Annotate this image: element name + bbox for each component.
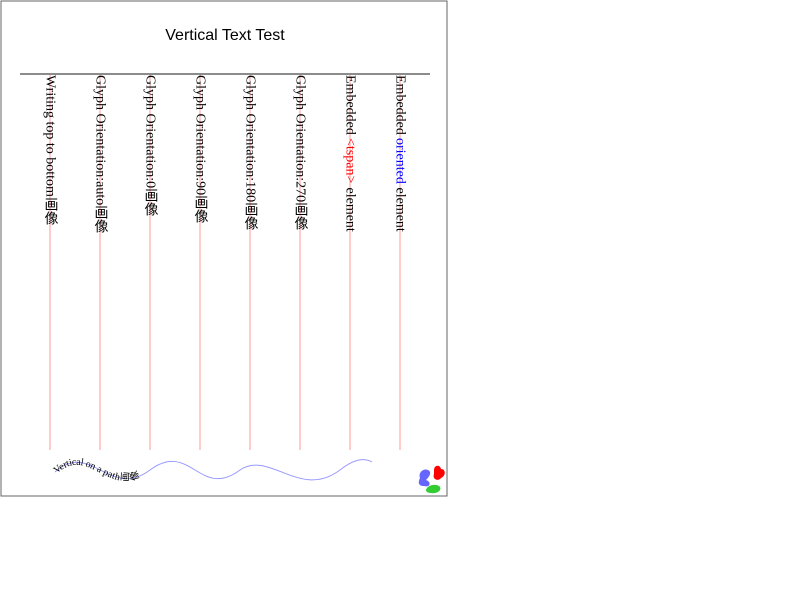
embedded-tspan-after: element: [343, 184, 358, 232]
column-orientation-180: Glyph Orientation:180画像: [243, 75, 259, 230]
blob-green: [426, 484, 441, 494]
guide-lines: [49, 75, 401, 450]
column-orientation-0: Glyph Orientation:0画像: [143, 75, 159, 216]
page-title: Vertical Text Test: [165, 27, 285, 44]
column-embedded-oriented: Embedded oriented element: [393, 75, 408, 232]
blob-red: [433, 465, 445, 480]
embedded-tspan-before: Embedded: [343, 75, 358, 138]
column-writing-top-to-bottom: Writing top to bottom画像: [43, 75, 59, 225]
embedded-tspan-highlight: <tspan>: [343, 138, 358, 183]
blob-blue: [418, 469, 431, 487]
decorative-blobs: [418, 465, 445, 494]
text-on-path: Vertical on a path画像: [52, 457, 141, 485]
column-orientation-90: Glyph Orientation:90画像: [193, 75, 209, 223]
frame-border: [0, 0, 448, 497]
embedded-oriented-before: Embedded: [393, 75, 408, 138]
column-embedded-tspan: Embedded <tspan> element: [343, 75, 358, 232]
column-orientation-auto: Glyph Orientation:auto画像: [93, 75, 109, 234]
embedded-oriented-after: element: [393, 184, 408, 232]
column-orientation-270: Glyph Orientation:270画像: [293, 75, 309, 230]
embedded-oriented-highlight: oriented: [393, 138, 408, 184]
text-on-path-content: Vertical on a path画像: [52, 457, 141, 485]
